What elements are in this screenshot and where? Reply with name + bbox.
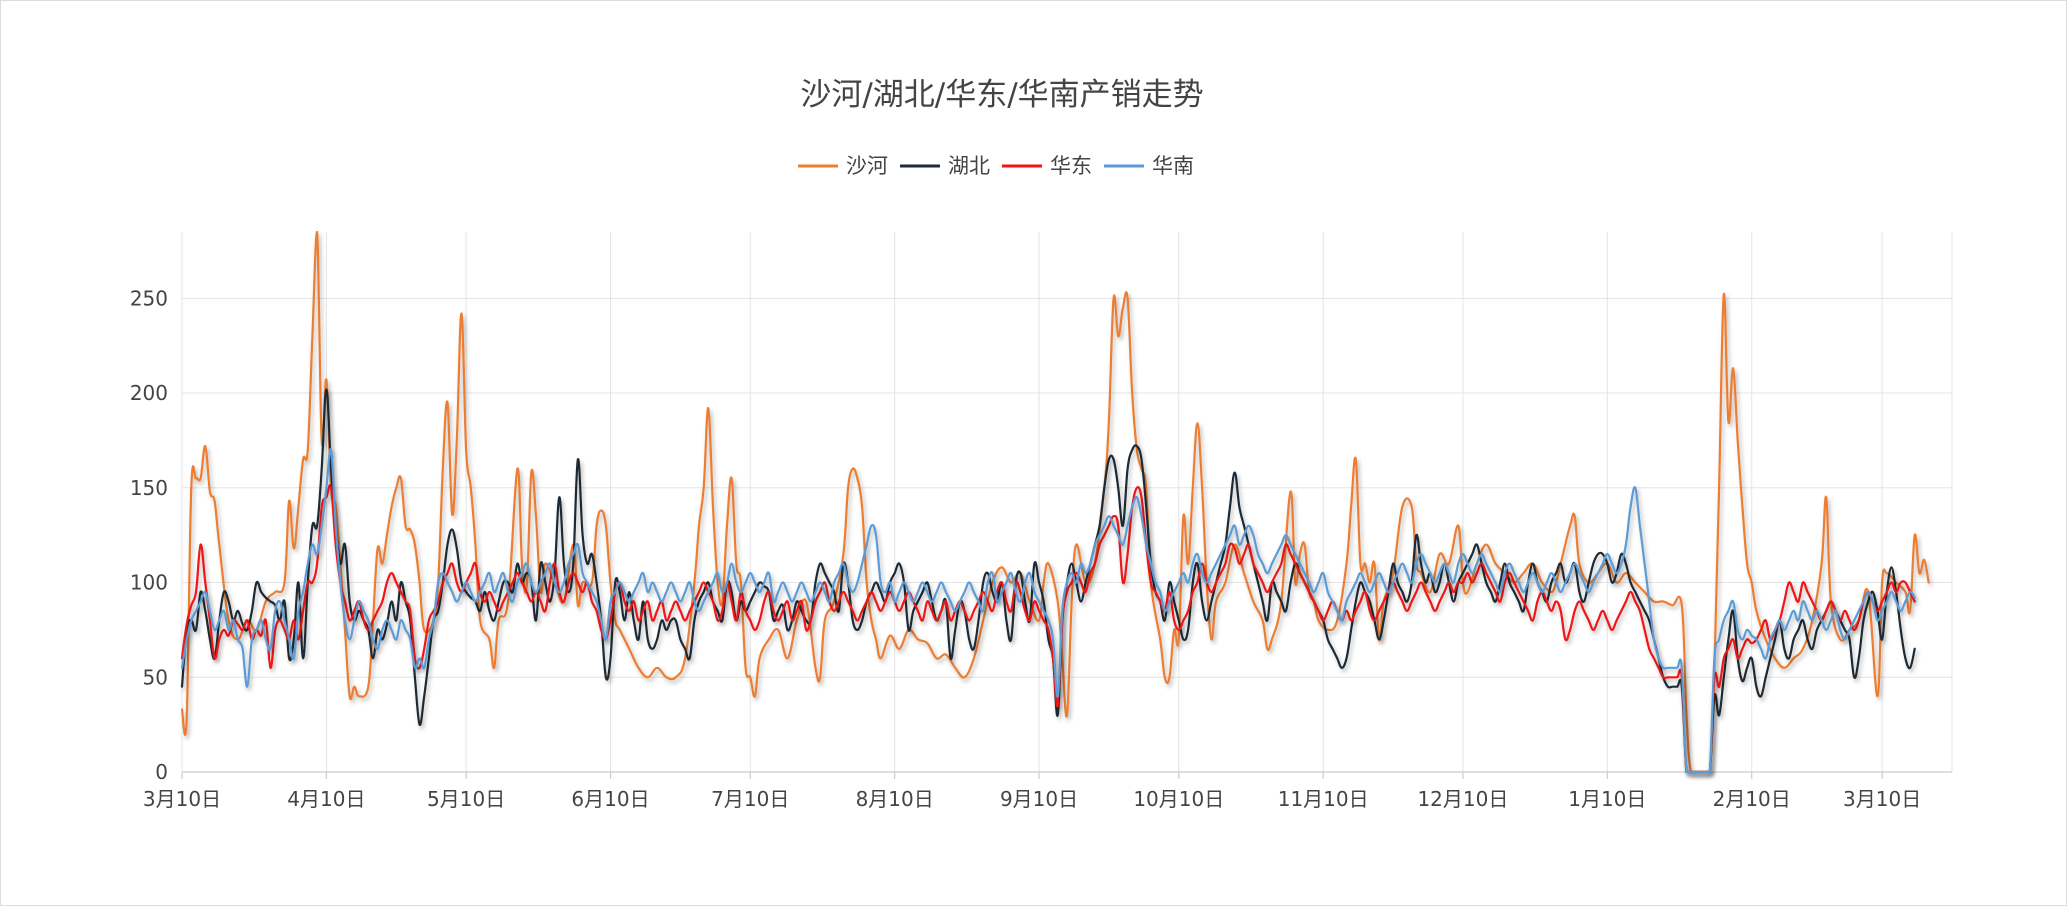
y-tick-label: 150: [130, 476, 168, 500]
legend-label: 湖北: [948, 154, 990, 178]
x-tick-label: 3月10日: [1843, 787, 1921, 811]
x-tick-label: 8月10日: [856, 787, 934, 811]
x-tick-label: 9月10日: [1000, 787, 1078, 811]
x-tick-label: 4月10日: [287, 787, 365, 811]
series-line-1[interactable]: [180, 230, 1930, 774]
axes: 0 50 100 150 200 250 3月10日 4月10日 5月10日 6月10日 7月10日…: [130, 232, 1952, 811]
x-tick-label: 2月10日: [1713, 787, 1791, 811]
legend: 沙河 湖北 华东 华南: [798, 154, 1194, 178]
y-tick-label: 100: [130, 571, 168, 595]
x-tick-label: 3月10日: [143, 787, 221, 811]
x-tick-label: 1月10日: [1568, 787, 1646, 811]
x-tick-label: 7月10日: [711, 787, 789, 811]
x-tick-label: 11月10日: [1278, 787, 1369, 811]
legend-label: 华东: [1050, 154, 1092, 178]
legend-item[interactable]: 沙河: [798, 154, 888, 178]
chart-title: 沙河/湖北/华东/华南产销走势: [800, 77, 1203, 113]
x-tick-label: 12月10日: [1417, 787, 1508, 811]
y-tick-label: 0: [155, 760, 168, 784]
legend-label: 华南: [1152, 154, 1194, 178]
x-tick-label: 6月10日: [571, 787, 649, 811]
legend-item[interactable]: 华东: [1002, 154, 1092, 178]
series-line-3[interactable]: [180, 484, 1916, 774]
y-tick-label: 250: [130, 286, 168, 310]
x-tick-label: 10月10日: [1133, 787, 1224, 811]
series-line-4[interactable]: [180, 447, 1916, 774]
legend-item[interactable]: 湖北: [900, 154, 990, 178]
y-tick-label: 50: [143, 665, 168, 689]
series-line-2[interactable]: [180, 388, 1916, 774]
series-group: [180, 230, 1930, 774]
x-tick-label: 5月10日: [427, 787, 505, 811]
legend-item[interactable]: 华南: [1104, 154, 1194, 178]
legend-label: 沙河: [846, 154, 888, 178]
y-tick-label: 200: [130, 381, 168, 405]
